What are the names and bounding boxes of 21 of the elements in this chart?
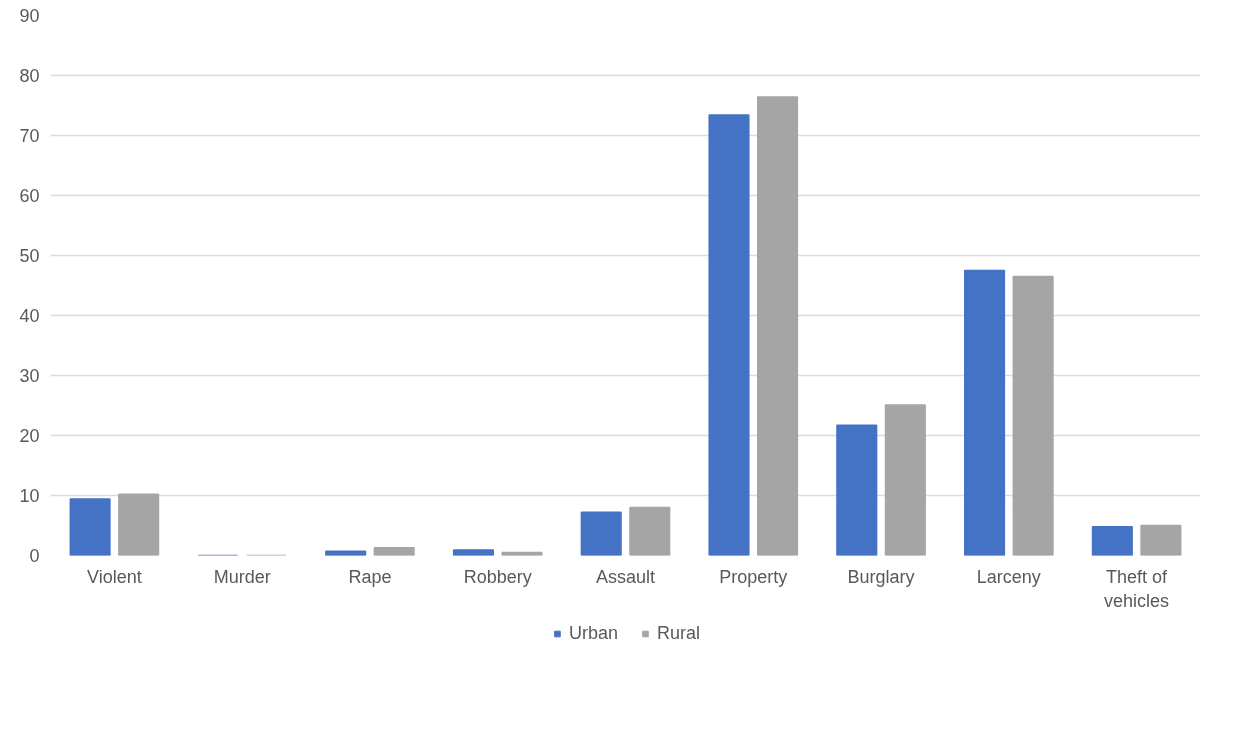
- x-tick-label: Violent: [87, 566, 142, 587]
- y-tick-label: 30: [19, 366, 40, 386]
- y-tick-label: 70: [19, 126, 40, 146]
- x-tick-label: Assault: [595, 566, 656, 587]
- y-tick-label: 80: [19, 66, 40, 86]
- x-tick-label: Rape: [348, 566, 392, 587]
- legend-label: Urban: [568, 622, 619, 644]
- x-tick-label: Murder: [213, 566, 271, 587]
- y-tick-label: 40: [19, 306, 40, 326]
- legend-label: Rural: [657, 622, 701, 644]
- x-tick-label: Property: [719, 566, 788, 587]
- x-tick-label: Larceny: [976, 566, 1041, 587]
- y-tick-label: 10: [19, 486, 40, 506]
- x-tick-label: Theft of vehicles: [1104, 566, 1170, 611]
- y-tick-label: 60: [19, 186, 40, 206]
- x-tick-label: Burglary: [847, 566, 915, 587]
- y-tick-label: 0: [29, 546, 40, 566]
- y-tick-label: 90: [19, 6, 40, 26]
- y-tick-label: 50: [19, 246, 40, 266]
- y-tick-label: 20: [19, 426, 40, 446]
- x-tick-label: Robbery: [463, 566, 532, 587]
